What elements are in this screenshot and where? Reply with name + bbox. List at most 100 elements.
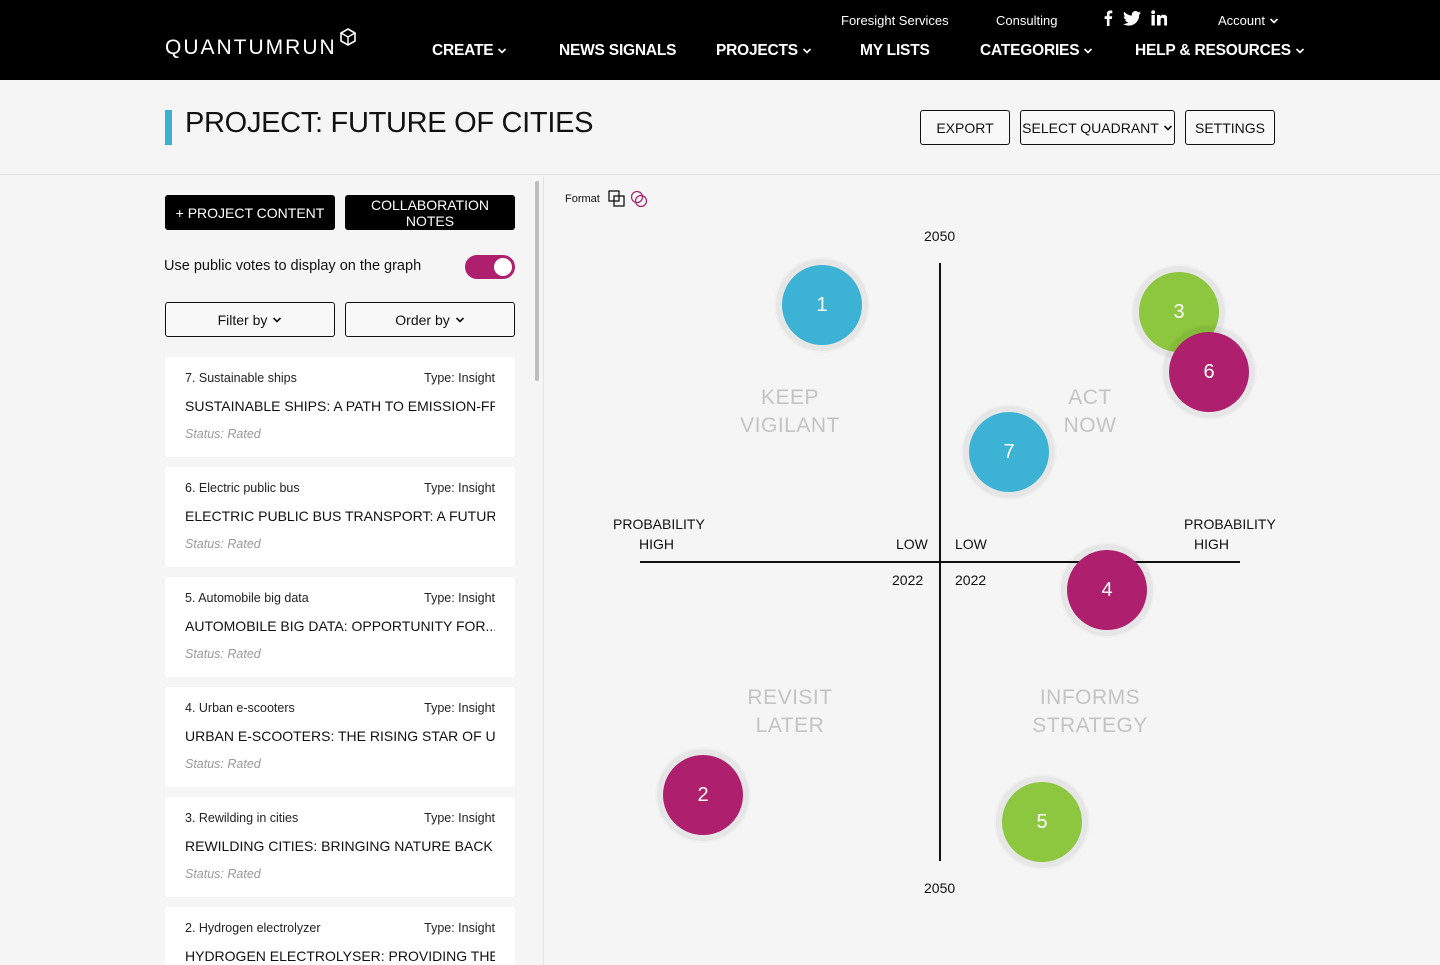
- filter-by-label: Filter by: [217, 311, 268, 328]
- card-status: Status: Rated: [185, 427, 261, 441]
- page-title: PROJECT: FUTURE OF CITIES: [185, 107, 594, 139]
- graph-bubble[interactable]: 7: [969, 412, 1049, 492]
- chevron-down-icon: [1295, 48, 1304, 54]
- public-votes-toggle-label: Use public votes to display on the graph: [164, 258, 422, 274]
- graph-bubble[interactable]: 5: [1002, 782, 1082, 862]
- card-status: Status: Rated: [185, 537, 261, 551]
- quadrant-line: VIGILANT: [740, 414, 840, 437]
- card-title[interactable]: URBAN E-SCOOTERS: THE RISING STAR OF URB…: [185, 728, 495, 744]
- toggle-knob: [494, 258, 512, 276]
- chevron-down-icon: [1163, 124, 1172, 131]
- quadrant-line: STRATEGY: [1032, 714, 1148, 737]
- nav-news-signals-label: NEWS SIGNALS: [559, 42, 677, 59]
- quadrant-informs-strategy-label: INFORMS STRATEGY: [1030, 684, 1150, 740]
- axis-top-year: 2050: [924, 228, 956, 244]
- order-by-label: Order by: [395, 311, 450, 328]
- card-number-label: 4. Urban e-scooters: [185, 701, 295, 715]
- public-votes-toggle[interactable]: [465, 255, 515, 279]
- bubble-format-icon[interactable]: [630, 190, 648, 208]
- chevron-down-icon: [1084, 48, 1093, 54]
- grid-format-icon[interactable]: [608, 190, 626, 208]
- card-title[interactable]: HYDROGEN ELECTROLYSER: PROVIDING THE FUE…: [185, 948, 495, 964]
- nav-help-resources[interactable]: HELP & RESOURCES: [1135, 42, 1305, 60]
- quadrant-line: INFORMS: [1039, 686, 1141, 709]
- quadrant-line: LATER: [755, 714, 825, 737]
- linkedin-icon[interactable]: [1151, 10, 1167, 26]
- nav-my-lists[interactable]: MY LISTS: [860, 42, 930, 60]
- axis-left-probability: PROBABILITY: [613, 516, 705, 532]
- card-status: Status: Rated: [185, 757, 261, 771]
- quadrant-act-now-label: ACT NOW: [1040, 384, 1140, 440]
- quadrant-keep-vigilant-label: KEEP VIGILANT: [740, 384, 840, 440]
- consulting-link[interactable]: Consulting: [996, 13, 1058, 28]
- axis-bottom-year: 2050: [924, 880, 956, 896]
- content-card[interactable]: 4. Urban e-scooters Type: Insight URBAN …: [165, 687, 515, 787]
- top-navigation-bar: QUANTUMRUN Foresight Services Consulting…: [0, 0, 1440, 80]
- card-type-label: Type: Insight: [424, 701, 495, 715]
- card-number-label: 5. Automobile big data: [185, 591, 309, 605]
- settings-button-label: SETTINGS: [1194, 119, 1265, 136]
- title-accent-bar: [165, 110, 172, 145]
- card-title[interactable]: REWILDING CITIES: BRINGING NATURE BACK I…: [185, 838, 495, 854]
- card-title[interactable]: AUTOMOBILE BIG DATA: OPPORTUNITY FOR...: [185, 618, 495, 634]
- chevron-down-icon: [1269, 17, 1279, 24]
- project-content-panel: + PROJECT CONTENT COLLABORATION NOTES Us…: [0, 176, 544, 965]
- nav-categories[interactable]: CATEGORIES: [980, 42, 1093, 60]
- card-type-label: Type: Insight: [424, 371, 495, 385]
- export-button-label: EXPORT: [936, 119, 994, 136]
- collaboration-notes-label: COLLABORATION NOTES: [371, 196, 489, 229]
- quadrant-line: NOW: [1063, 414, 1117, 437]
- account-label: Account: [1218, 13, 1265, 28]
- nav-projects[interactable]: PROJECTS: [716, 42, 812, 60]
- nav-my-lists-label: MY LISTS: [860, 42, 930, 59]
- nav-categories-label: CATEGORIES: [980, 42, 1080, 59]
- graph-bubble[interactable]: 1: [782, 265, 862, 345]
- social-links: [1103, 10, 1167, 26]
- panel-scrollbar[interactable]: [535, 181, 539, 381]
- card-type-label: Type: Insight: [424, 811, 495, 825]
- graph-bubble[interactable]: 4: [1067, 550, 1147, 630]
- quadrant-line: KEEP: [760, 386, 820, 409]
- order-by-dropdown[interactable]: Order by: [345, 302, 515, 337]
- axis-right-low: LOW: [955, 536, 987, 552]
- nav-news-signals[interactable]: NEWS SIGNALS: [559, 42, 677, 60]
- card-status: Status: Rated: [185, 867, 261, 881]
- select-quadrant-button[interactable]: SELECT QUADRANT: [1020, 110, 1175, 145]
- twitter-icon[interactable]: [1123, 10, 1141, 26]
- quantumrun-logo[interactable]: QUANTUMRUN: [165, 28, 357, 60]
- foresight-services-link[interactable]: Foresight Services: [841, 13, 949, 28]
- settings-button[interactable]: SETTINGS: [1185, 110, 1275, 145]
- facebook-icon[interactable]: [1103, 10, 1113, 26]
- content-card[interactable]: 5. Automobile big data Type: Insight AUT…: [165, 577, 515, 677]
- chevron-down-icon: [273, 316, 282, 323]
- content-card[interactable]: 2. Hydrogen electrolyzer Type: Insight H…: [165, 907, 515, 965]
- quadrant-revisit-later-label: REVISIT LATER: [740, 684, 840, 740]
- export-button[interactable]: EXPORT: [920, 110, 1010, 145]
- card-title[interactable]: SUSTAINABLE SHIPS: A PATH TO EMISSION-FR…: [185, 398, 495, 414]
- axis-right-probability: PROBABILITY: [1184, 516, 1276, 532]
- card-type-label: Type: Insight: [424, 481, 495, 495]
- card-type-label: Type: Insight: [424, 591, 495, 605]
- filter-by-dropdown[interactable]: Filter by: [165, 302, 335, 337]
- content-card[interactable]: 7. Sustainable ships Type: Insight SUSTA…: [165, 357, 515, 457]
- quadrant-line: ACT: [1068, 386, 1112, 409]
- content-card[interactable]: 6. Electric public bus Type: Insight ELE…: [165, 467, 515, 567]
- account-menu[interactable]: Account: [1218, 13, 1279, 28]
- horizontal-axis: [640, 561, 1240, 563]
- graph-bubble[interactable]: 2: [663, 755, 743, 835]
- add-project-content-label: + PROJECT CONTENT: [175, 204, 325, 221]
- graph-bubble[interactable]: 6: [1169, 332, 1249, 412]
- format-label: Format: [565, 193, 600, 205]
- card-title[interactable]: ELECTRIC PUBLIC BUS TRANSPORT: A FUTURE.…: [185, 508, 495, 524]
- nav-create[interactable]: CREATE: [432, 42, 507, 60]
- collaboration-notes-button[interactable]: COLLABORATION NOTES: [345, 195, 515, 230]
- card-status: Status: Rated: [185, 647, 261, 661]
- add-project-content-button[interactable]: + PROJECT CONTENT: [165, 195, 335, 230]
- axis-left-high: HIGH: [639, 536, 674, 552]
- card-number-label: 3. Rewilding in cities: [185, 811, 299, 825]
- card-type-label: Type: Insight: [424, 921, 495, 935]
- axis-left-low: LOW: [896, 536, 928, 552]
- content-card[interactable]: 3. Rewilding in cities Type: Insight REW…: [165, 797, 515, 897]
- axis-right-center-year: 2022: [955, 572, 987, 588]
- card-number-label: 7. Sustainable ships: [185, 371, 297, 385]
